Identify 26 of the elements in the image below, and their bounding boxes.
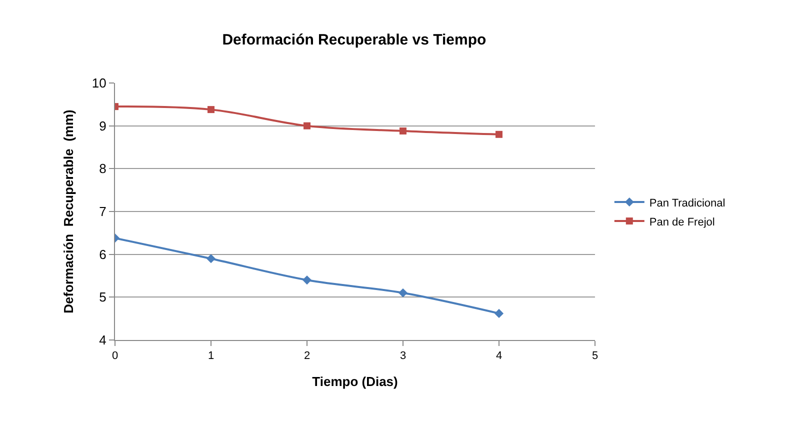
y-axis-title: Deformación Recuperable (mm) xyxy=(60,110,76,314)
x-tick-label: 4 xyxy=(496,350,502,362)
y-tick-label: 8 xyxy=(99,161,106,176)
point xyxy=(208,106,214,114)
legend-label: Pan Tradicional xyxy=(649,197,726,210)
x-tick-label: 3 xyxy=(400,350,406,362)
legend-label: Pan de Frejol xyxy=(649,216,715,228)
y-tick-label: 10 xyxy=(92,76,106,91)
y-tick-label: 6 xyxy=(99,246,106,262)
x-tick-label: 2 xyxy=(304,350,310,362)
x-tick-label: 0 xyxy=(112,350,118,362)
point xyxy=(496,130,502,138)
point xyxy=(304,122,310,130)
x-axis-title: Tiempo (Dias) xyxy=(312,374,398,389)
y-tick-label: 5 xyxy=(99,290,106,305)
point xyxy=(494,308,504,318)
y-tick-label: 9 xyxy=(99,118,106,134)
x-tick-label: 5 xyxy=(592,350,598,362)
x-tick-label: 1 xyxy=(208,350,214,362)
point xyxy=(398,288,408,298)
chart-title: Deformación Recuperable vs Tiempo xyxy=(222,32,486,49)
point xyxy=(206,254,216,264)
point xyxy=(302,275,312,285)
y-tick-label: 4 xyxy=(99,332,106,348)
point xyxy=(400,127,406,134)
y-tick-label: 7 xyxy=(99,204,106,220)
